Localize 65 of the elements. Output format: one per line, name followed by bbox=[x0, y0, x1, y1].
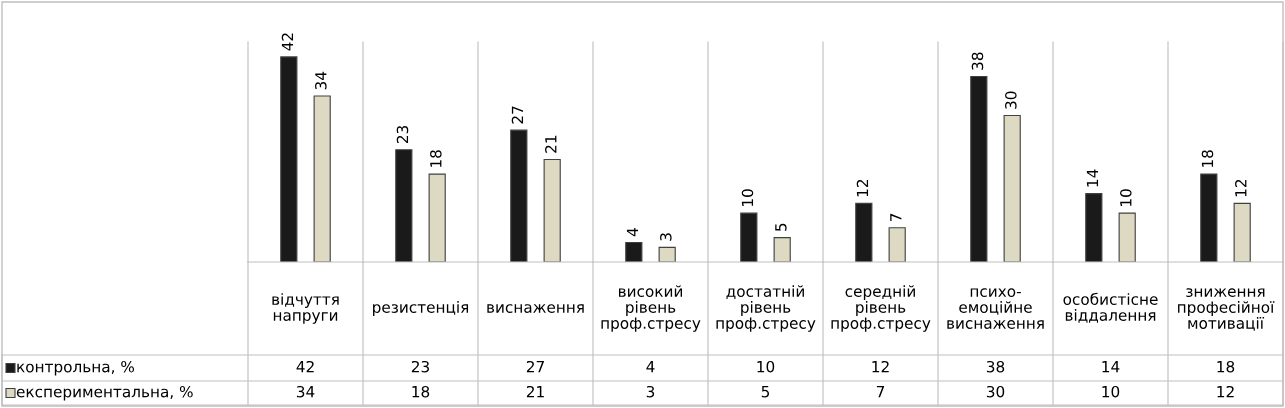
text: 12 bbox=[1217, 385, 1234, 398]
text: 42 bbox=[296, 360, 314, 373]
x-tick-label: достатній рівень проф.стресу bbox=[716, 285, 816, 332]
text: 4 bbox=[646, 361, 655, 373]
data-label: 18 bbox=[1201, 150, 1214, 167]
bar bbox=[855, 202, 873, 262]
bar bbox=[313, 95, 331, 262]
legend-label: експериментальна, % bbox=[16, 385, 193, 401]
text: 10 bbox=[757, 360, 775, 373]
x-tick-label: середній рівень проф.стресу bbox=[831, 285, 931, 332]
bar bbox=[510, 129, 528, 262]
text: 10 bbox=[1102, 385, 1120, 398]
data-label: 3 bbox=[660, 233, 672, 241]
bar bbox=[658, 246, 676, 262]
bar bbox=[970, 75, 988, 262]
text: 3 bbox=[646, 385, 655, 398]
data-label: 34 bbox=[315, 71, 327, 90]
bar bbox=[740, 212, 758, 262]
data-label: 12 bbox=[1235, 179, 1247, 197]
bar bbox=[1118, 212, 1136, 262]
x-tick-label: виснаження bbox=[487, 304, 584, 313]
text: 14 bbox=[1102, 361, 1120, 373]
text: 5 bbox=[761, 386, 770, 398]
data-label: 10 bbox=[1120, 189, 1132, 206]
bar bbox=[428, 173, 446, 262]
x-tick-label: психо- емоційне виснаження bbox=[947, 288, 1044, 329]
text: 27 bbox=[526, 360, 544, 373]
x-tick-label: відчуття напруги bbox=[272, 293, 339, 324]
bar bbox=[1003, 114, 1021, 262]
data-label: 42 bbox=[281, 33, 294, 51]
legend-label: контрольна, % bbox=[17, 360, 135, 376]
data-label: 30 bbox=[1005, 91, 1017, 109]
text: 12 bbox=[872, 360, 889, 373]
bar bbox=[395, 149, 413, 262]
text: 18 bbox=[1217, 360, 1235, 373]
bar bbox=[625, 241, 643, 262]
text: 21 bbox=[526, 385, 544, 398]
bar bbox=[888, 227, 906, 262]
x-tick-label: високий рівень проф.стресу bbox=[601, 285, 701, 332]
bar bbox=[773, 237, 791, 262]
x-tick-label: резистенція bbox=[373, 301, 469, 316]
data-label: 4 bbox=[626, 228, 639, 237]
data-label: 38 bbox=[971, 52, 984, 70]
data-label: 5 bbox=[775, 223, 787, 231]
text: 38 bbox=[986, 360, 1005, 373]
bar bbox=[280, 56, 298, 262]
data-label: 21 bbox=[545, 135, 557, 153]
data-label: 14 bbox=[1086, 169, 1099, 187]
bar bbox=[1233, 202, 1251, 262]
data-label: 10 bbox=[741, 189, 754, 206]
bar bbox=[1200, 173, 1218, 262]
text: 34 bbox=[296, 385, 315, 398]
data-label: 18 bbox=[430, 150, 442, 167]
bar bbox=[1085, 193, 1103, 262]
x-tick-label: зниження професійної мотивації bbox=[1178, 288, 1275, 331]
text: 7 bbox=[876, 386, 885, 398]
data-label: 23 bbox=[396, 125, 409, 144]
data-label: 12 bbox=[856, 179, 869, 197]
x-tick-label: особистісне віддалення bbox=[1063, 292, 1158, 323]
data-label: 27 bbox=[511, 106, 524, 124]
text: 18 bbox=[412, 385, 430, 398]
text: 23 bbox=[411, 360, 429, 373]
bar bbox=[543, 158, 561, 262]
text: 30 bbox=[986, 385, 1005, 398]
data-label: 7 bbox=[890, 213, 902, 222]
